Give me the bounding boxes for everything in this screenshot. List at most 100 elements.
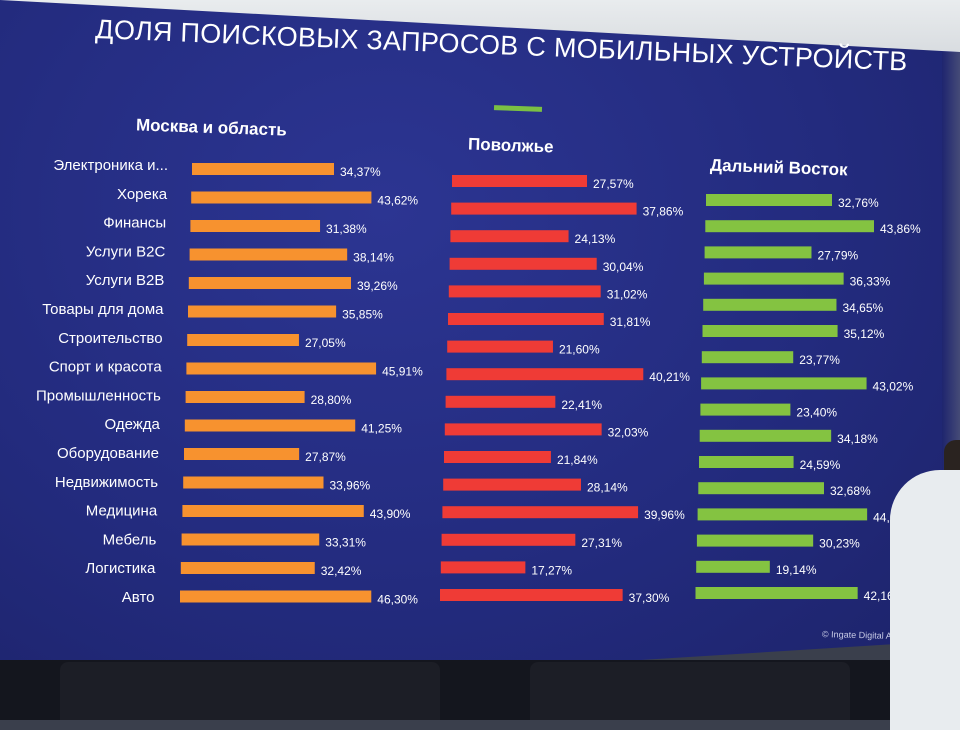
bar xyxy=(440,589,623,601)
bar xyxy=(188,277,352,289)
bar-value-label: 34,18% xyxy=(837,432,878,446)
bar-value-label: 43,90% xyxy=(370,507,411,521)
bar-value-label: 35,85% xyxy=(342,308,383,322)
bar-value-label: 32,42% xyxy=(321,564,362,578)
bar-value-label: 31,38% xyxy=(326,222,367,236)
bar-value-label: 30,04% xyxy=(603,260,644,274)
category-label: Спорт и красота xyxy=(49,359,163,376)
bar-value-label: 37,86% xyxy=(643,205,684,219)
category-label: Товары для дома xyxy=(42,301,164,318)
bar xyxy=(189,248,348,261)
bar-value-label: 46,30% xyxy=(377,593,418,607)
bar-value-label: 24,13% xyxy=(575,232,616,246)
bar xyxy=(442,506,639,519)
bar-value-label: 34,37% xyxy=(340,165,381,179)
bar xyxy=(188,305,337,318)
bar xyxy=(186,362,377,375)
bar-value-label: 33,96% xyxy=(330,479,371,493)
bar-value-label: 28,14% xyxy=(587,481,628,495)
bar xyxy=(444,451,551,463)
bar-value-label: 43,86% xyxy=(880,222,921,236)
bar-value-label: 35,12% xyxy=(844,327,885,341)
bar-value-label: 41,25% xyxy=(361,422,402,436)
bar-value-label: 39,26% xyxy=(357,279,398,293)
bar-value-label: 21,84% xyxy=(557,453,598,467)
bar-value-label: 37,30% xyxy=(629,591,670,605)
bar xyxy=(699,429,832,442)
bar-value-label: 45,91% xyxy=(382,365,423,379)
bar-value-label: 34,65% xyxy=(842,301,883,315)
bar-value-label: 31,81% xyxy=(610,315,651,329)
bar xyxy=(441,533,576,546)
category-label: Промышленность xyxy=(36,387,161,404)
bar-value-label: 24,59% xyxy=(800,458,841,472)
category-label: Услуги B2C xyxy=(86,243,166,260)
seat-back xyxy=(60,662,440,720)
bar-value-label: 43,62% xyxy=(377,194,418,208)
bar-value-label: 36,33% xyxy=(850,275,891,289)
bar xyxy=(180,590,372,603)
person-shoulder xyxy=(890,470,960,730)
bar-value-label: 27,57% xyxy=(593,177,634,191)
category-label: Мебель xyxy=(103,531,157,548)
audience-area xyxy=(0,660,960,720)
bar xyxy=(184,419,356,432)
category-label: Авто xyxy=(122,589,155,606)
bar-value-label: 43,02% xyxy=(873,379,914,393)
bar-value-label: 33,31% xyxy=(325,536,366,550)
bar xyxy=(185,391,305,403)
bar-value-label: 31,02% xyxy=(607,287,648,301)
bar xyxy=(701,351,794,364)
bar xyxy=(699,456,794,468)
bar xyxy=(705,220,874,233)
category-label: Финансы xyxy=(103,215,166,232)
bar xyxy=(180,562,315,574)
bar-value-label: 23,40% xyxy=(796,406,837,420)
category-label: Одежда xyxy=(104,416,160,433)
bar-value-label: 40,21% xyxy=(649,370,690,384)
category-label: Медицина xyxy=(86,503,158,520)
bar xyxy=(452,175,587,187)
seat-back xyxy=(530,662,850,720)
bar xyxy=(446,368,644,381)
bar-value-label: 32,76% xyxy=(838,196,879,210)
bar xyxy=(704,246,812,259)
category-label: Строительство xyxy=(58,330,162,347)
bar xyxy=(449,257,597,270)
bar xyxy=(706,194,832,206)
bar xyxy=(703,272,844,285)
bar xyxy=(696,560,770,573)
bar-value-label: 30,23% xyxy=(819,537,860,551)
bar xyxy=(450,230,569,243)
category-label: Услуги B2B xyxy=(86,272,165,289)
bar xyxy=(698,482,824,495)
bar-value-label: 32,03% xyxy=(608,425,649,439)
bar xyxy=(444,423,602,436)
bar xyxy=(445,395,556,408)
bar xyxy=(695,587,858,599)
bar xyxy=(448,285,601,298)
bar-value-label: 32,68% xyxy=(830,484,871,498)
bar xyxy=(183,476,324,489)
bar xyxy=(702,325,838,337)
bar xyxy=(696,534,814,547)
category-label: Логистика xyxy=(85,560,156,577)
bar xyxy=(700,403,791,416)
category-label: Недвижимость xyxy=(55,474,158,491)
bar-value-label: 17,27% xyxy=(531,563,572,577)
bar xyxy=(697,508,868,521)
bar xyxy=(443,478,581,491)
bar xyxy=(703,298,837,311)
bar xyxy=(187,334,299,346)
bar xyxy=(190,220,321,232)
category-label: Хорека xyxy=(117,186,168,203)
watermark-text: © Ingate Digital A xyxy=(821,629,892,641)
bar xyxy=(701,377,867,390)
bar xyxy=(181,533,320,546)
category-label: Электроника и... xyxy=(53,157,168,174)
bar-value-label: 27,87% xyxy=(305,450,346,464)
bar-value-label: 23,77% xyxy=(799,353,840,367)
bar xyxy=(182,505,364,517)
category-label: Оборудование xyxy=(57,445,159,462)
